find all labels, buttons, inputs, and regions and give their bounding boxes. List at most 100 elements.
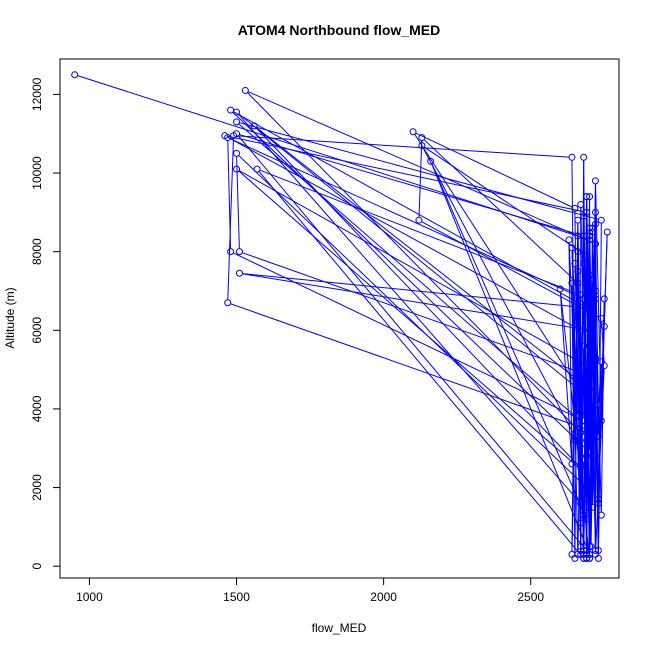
series-segment (232, 111, 588, 451)
series-segment (600, 329, 605, 418)
data-point (583, 495, 591, 503)
x-tick-label: 1000 (76, 590, 103, 604)
data-point (577, 460, 585, 468)
data-point (409, 128, 417, 136)
y-tick-label: 2000 (30, 474, 44, 501)
data-point (597, 315, 605, 322)
data-point (589, 307, 597, 315)
series-segment (577, 254, 582, 520)
data-point (574, 267, 582, 275)
data-point (583, 436, 591, 444)
data-point (233, 108, 241, 116)
series-segment (583, 349, 588, 556)
series-segment (431, 163, 589, 552)
series-segment (242, 273, 587, 331)
data-point (568, 279, 576, 287)
data-point (586, 385, 594, 393)
series-segment (423, 139, 576, 282)
data-point (574, 307, 582, 315)
series-segment (239, 122, 599, 220)
data-point (577, 200, 585, 208)
data-point (589, 503, 597, 511)
series-segment (603, 234, 608, 324)
series-segment (233, 111, 591, 310)
data-point (241, 86, 249, 94)
data-point (586, 326, 594, 334)
series-segment (594, 215, 599, 497)
y-axis-label: Altitude (m) (3, 287, 17, 348)
y-tick-label: 10000 (30, 156, 44, 190)
data-point (583, 409, 591, 417)
data-point (227, 106, 235, 114)
data-point (591, 452, 599, 460)
data-point (221, 132, 229, 140)
series-segment (418, 140, 423, 218)
series-segment (421, 221, 599, 318)
data-point (586, 554, 594, 562)
data-point (580, 389, 588, 397)
series-segment (577, 266, 585, 552)
data-point (583, 193, 591, 201)
data-point (586, 448, 594, 456)
series-segment (583, 266, 591, 556)
y-tick-label: 4000 (30, 395, 44, 422)
series-segment (230, 303, 593, 432)
data-point (586, 271, 594, 279)
data-point (580, 511, 588, 519)
series-segment (414, 133, 586, 399)
series-segment (238, 170, 585, 365)
data-point (583, 397, 591, 405)
data-point (224, 299, 232, 307)
data-point (586, 299, 594, 307)
x-tick-label: 1500 (223, 590, 250, 604)
series-segment (238, 135, 586, 549)
series-segment (577, 223, 585, 513)
data-point (574, 216, 582, 224)
data-point (600, 362, 608, 370)
x-axis-label: flow_MED (312, 621, 367, 635)
data-point (589, 224, 597, 232)
series-segment (236, 135, 569, 158)
data-point (577, 464, 585, 472)
series-segment (255, 127, 580, 467)
series-segment (238, 114, 580, 502)
data-point (586, 550, 594, 558)
data-point (250, 122, 258, 130)
data-point (574, 413, 582, 421)
data-point (586, 543, 594, 551)
series-segment (242, 273, 572, 307)
data-point (577, 326, 585, 334)
data-point (594, 499, 602, 507)
data-point (253, 165, 261, 173)
data-point (230, 132, 238, 140)
series-segment (247, 92, 580, 431)
data-point (415, 216, 423, 224)
data-point (586, 236, 594, 244)
data-point (583, 252, 591, 260)
series-segment (571, 286, 579, 552)
series-segment (238, 170, 591, 479)
data-point (580, 417, 588, 425)
data-point (574, 550, 582, 558)
data-point (586, 193, 594, 201)
data-point (568, 153, 576, 161)
data-point (227, 248, 235, 256)
series-segment (431, 163, 586, 517)
chart-title: ATOM4 Northbound flow_MED (238, 22, 440, 38)
data-point (591, 546, 599, 554)
y-tick-label: 0 (30, 563, 44, 570)
data-point (591, 429, 599, 437)
series-segment (238, 155, 585, 486)
data-point (589, 480, 597, 488)
data-point (571, 259, 579, 267)
data-point (571, 204, 579, 212)
series-segment (256, 127, 588, 388)
data-point (71, 71, 79, 79)
data-point (556, 285, 564, 293)
data-point (580, 232, 588, 240)
data-point (583, 271, 591, 279)
data-point (580, 153, 588, 161)
data-point (589, 476, 597, 484)
